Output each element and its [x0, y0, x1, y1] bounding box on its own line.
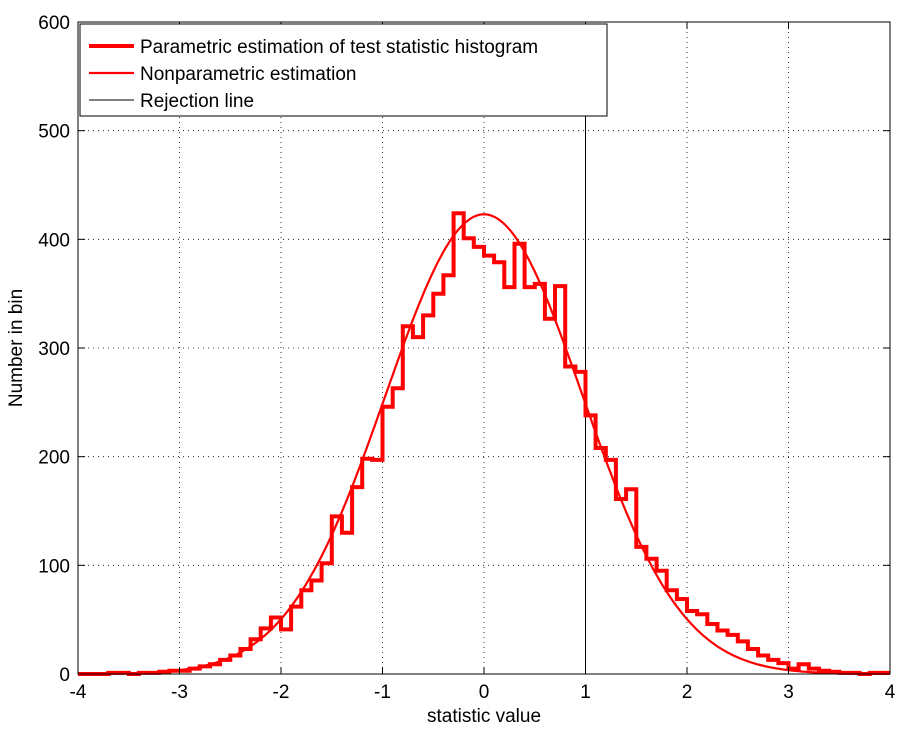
y-tick-label: 100 — [38, 556, 70, 577]
x-tick-label: 0 — [479, 682, 490, 703]
x-tick-label: 2 — [682, 682, 693, 703]
y-tick-label: 0 — [59, 665, 70, 686]
x-tick-label: -3 — [171, 682, 188, 703]
x-tick-label: 4 — [885, 682, 896, 703]
legend-box — [79, 23, 608, 117]
gaussian-curve — [78, 213, 890, 675]
x-tick-label: 1 — [580, 682, 591, 703]
x-tick-label: -2 — [273, 682, 290, 703]
y-tick-labels: 0 100 200 300 400 500 600 — [38, 13, 70, 686]
x-tick-label: -4 — [70, 682, 87, 703]
x-axis-label: statistic value — [427, 706, 541, 727]
legend-label-rejection: Rejection line — [140, 91, 254, 112]
y-tick-label: 400 — [38, 230, 70, 251]
x-tick-label: -1 — [374, 682, 391, 703]
legend: Parametric estimation of test statistic … — [79, 23, 608, 117]
legend-label-parametric: Parametric estimation of test statistic … — [140, 37, 538, 58]
grid-lines — [78, 22, 890, 674]
y-tick-label: 200 — [38, 448, 70, 469]
curves-layer — [78, 211, 890, 676]
y-tick-label: 600 — [38, 13, 70, 34]
x-tick-label: 3 — [783, 682, 794, 703]
y-tick-label: 500 — [38, 122, 70, 143]
x-tick-labels: -4 -3 -2 -1 0 1 2 3 4 — [70, 682, 896, 703]
legend-label-nonparametric: Nonparametric estimation — [140, 64, 356, 85]
y-tick-label: 300 — [38, 339, 70, 360]
y-axis-label: Number in bin — [6, 289, 27, 407]
